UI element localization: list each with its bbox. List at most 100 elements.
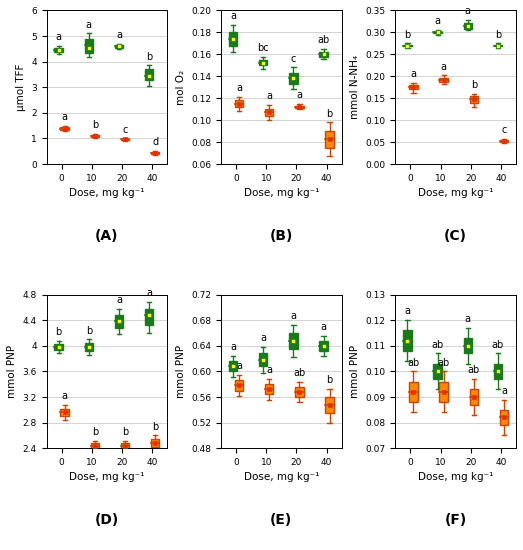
Bar bbox=[54, 344, 63, 350]
Text: (C): (C) bbox=[444, 229, 467, 243]
Text: a: a bbox=[321, 322, 326, 332]
X-axis label: Dose, mg kg⁻¹: Dose, mg kg⁻¹ bbox=[69, 472, 145, 482]
Y-axis label: mmol PNP: mmol PNP bbox=[176, 345, 186, 398]
Text: a: a bbox=[266, 91, 272, 101]
Bar bbox=[439, 78, 448, 82]
Text: b: b bbox=[122, 427, 128, 437]
Bar bbox=[85, 343, 93, 351]
Bar bbox=[410, 382, 418, 402]
Text: a: a bbox=[441, 62, 447, 72]
Bar bbox=[494, 45, 502, 46]
X-axis label: Dose, mg kg⁻¹: Dose, mg kg⁻¹ bbox=[418, 472, 493, 482]
Text: b: b bbox=[152, 421, 158, 432]
Bar bbox=[145, 309, 153, 326]
Bar bbox=[151, 439, 160, 447]
Bar bbox=[320, 340, 328, 351]
Text: a: a bbox=[55, 32, 62, 42]
Text: ab: ab bbox=[438, 358, 450, 367]
Bar bbox=[289, 73, 298, 84]
Text: c: c bbox=[291, 54, 296, 64]
Y-axis label: mmol PNP: mmol PNP bbox=[350, 345, 360, 398]
Text: (B): (B) bbox=[270, 229, 293, 243]
Bar bbox=[320, 52, 328, 57]
Text: a: a bbox=[116, 30, 122, 40]
Bar bbox=[295, 106, 304, 108]
Y-axis label: mmol N-NH₄: mmol N-NH₄ bbox=[350, 55, 360, 119]
Text: ab: ab bbox=[317, 35, 329, 45]
Bar bbox=[439, 382, 448, 402]
Text: ab: ab bbox=[468, 365, 480, 375]
Bar bbox=[115, 315, 123, 328]
Text: b: b bbox=[92, 120, 98, 130]
Bar bbox=[463, 338, 472, 354]
Text: ab: ab bbox=[293, 368, 305, 378]
Bar bbox=[229, 32, 237, 46]
Text: a: a bbox=[62, 112, 67, 122]
X-axis label: Dose, mg kg⁻¹: Dose, mg kg⁻¹ bbox=[244, 472, 319, 482]
Bar bbox=[229, 361, 237, 371]
Text: b: b bbox=[146, 52, 152, 62]
Bar bbox=[259, 60, 267, 65]
Bar bbox=[54, 48, 63, 52]
Bar bbox=[500, 410, 508, 425]
Bar bbox=[121, 139, 129, 140]
Text: a: a bbox=[404, 306, 411, 316]
Bar bbox=[259, 354, 267, 366]
Text: (D): (D) bbox=[95, 513, 119, 527]
Text: a: a bbox=[116, 295, 122, 305]
Text: a: a bbox=[62, 391, 67, 401]
Text: a: a bbox=[236, 83, 242, 94]
Bar bbox=[265, 384, 274, 394]
X-axis label: Dose, mg kg⁻¹: Dose, mg kg⁻¹ bbox=[69, 188, 145, 199]
Bar bbox=[463, 23, 472, 29]
Bar bbox=[235, 101, 243, 107]
Bar bbox=[325, 397, 334, 413]
Text: b: b bbox=[326, 376, 333, 386]
Text: b: b bbox=[495, 30, 501, 40]
Bar bbox=[403, 45, 412, 46]
Text: bc: bc bbox=[257, 43, 269, 53]
Y-axis label: mol O₂: mol O₂ bbox=[176, 70, 186, 105]
Bar bbox=[289, 333, 298, 349]
Text: a: a bbox=[290, 311, 297, 322]
Bar bbox=[61, 128, 69, 130]
Text: a: a bbox=[411, 69, 416, 79]
Text: a: a bbox=[86, 20, 92, 30]
Text: a: a bbox=[465, 6, 471, 16]
Text: c: c bbox=[502, 125, 507, 135]
Bar bbox=[265, 109, 274, 116]
Bar bbox=[235, 381, 243, 390]
Bar bbox=[151, 152, 160, 155]
X-axis label: Dose, mg kg⁻¹: Dose, mg kg⁻¹ bbox=[418, 188, 493, 199]
Bar bbox=[434, 31, 442, 33]
Text: a: a bbox=[465, 314, 471, 324]
Bar bbox=[295, 387, 304, 397]
Text: a: a bbox=[236, 361, 242, 371]
Text: c: c bbox=[122, 125, 128, 135]
Text: (E): (E) bbox=[270, 513, 292, 527]
Text: b: b bbox=[471, 80, 477, 90]
Bar bbox=[85, 39, 93, 53]
Text: a: a bbox=[230, 342, 236, 352]
Text: a: a bbox=[266, 365, 272, 375]
Bar bbox=[500, 140, 508, 142]
Text: b: b bbox=[86, 326, 92, 336]
Bar bbox=[61, 409, 69, 416]
Bar bbox=[90, 135, 99, 138]
Bar bbox=[403, 331, 412, 351]
Text: a: a bbox=[501, 386, 507, 396]
Bar bbox=[434, 364, 442, 379]
Text: b: b bbox=[404, 30, 411, 40]
Bar bbox=[90, 443, 99, 448]
Bar bbox=[145, 69, 153, 80]
Bar bbox=[115, 45, 123, 47]
Bar bbox=[325, 131, 334, 147]
Text: b: b bbox=[326, 108, 333, 118]
Y-axis label: μmol TFF: μmol TFF bbox=[16, 64, 26, 111]
Text: (A): (A) bbox=[95, 229, 119, 243]
Bar bbox=[410, 85, 418, 90]
Y-axis label: mmol PNP: mmol PNP bbox=[7, 345, 17, 398]
Text: ab: ab bbox=[407, 358, 419, 367]
Text: ab: ab bbox=[492, 340, 504, 350]
Text: ab: ab bbox=[431, 340, 444, 350]
